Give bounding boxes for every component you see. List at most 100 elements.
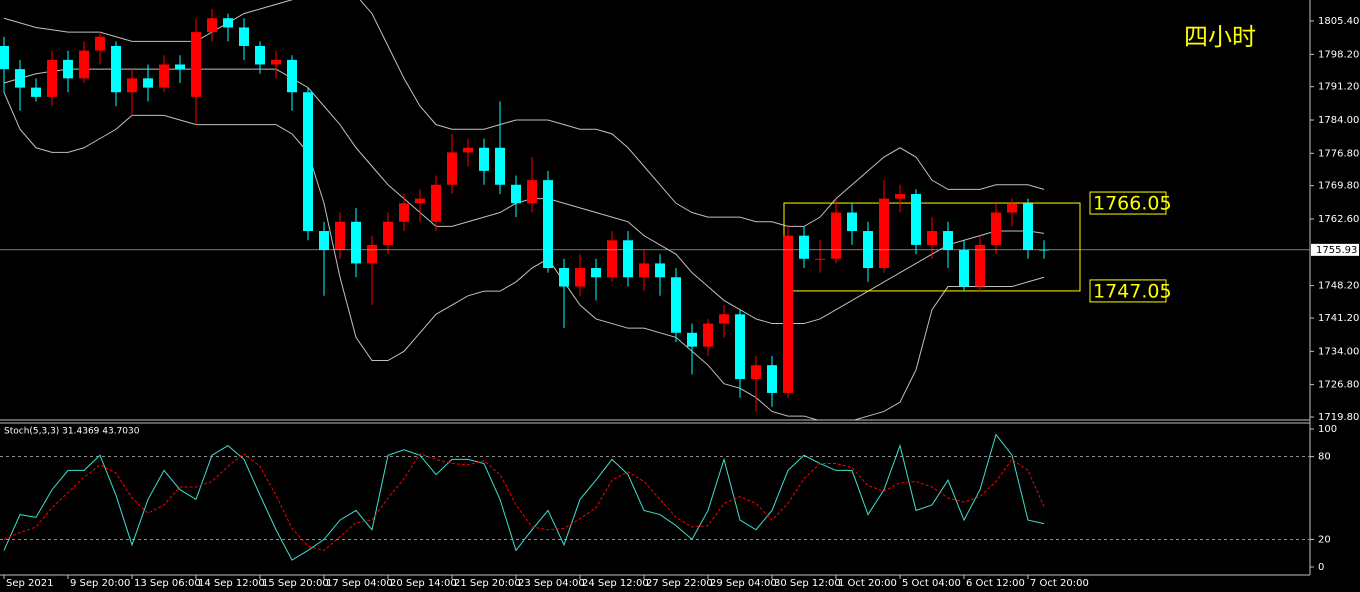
y-tick-label: 100 <box>1318 424 1337 435</box>
candle-body <box>1007 203 1017 213</box>
y-tick-label: 1805.40 <box>1318 16 1359 27</box>
candle-body <box>959 249 969 287</box>
candle-body <box>687 332 697 347</box>
candle-body <box>607 240 617 278</box>
line-series <box>3 68 1045 325</box>
current-price-label: 1755.93 <box>1316 245 1357 256</box>
candle-body <box>623 240 633 278</box>
y-tick-label: 1769.80 <box>1318 181 1359 192</box>
x-tick-label: 29 Sep 04:00 <box>710 578 777 589</box>
x-tick-label: 7 Oct 20:00 <box>1030 578 1089 589</box>
line-series <box>3 433 1045 561</box>
candle-body <box>351 221 361 264</box>
candle-body <box>879 198 889 269</box>
candle-body <box>1023 203 1033 250</box>
x-tick-label: 30 Sep 12:00 <box>774 578 841 589</box>
current-price-box <box>1311 243 1359 256</box>
y-tick-label: 1798.20 <box>1318 49 1359 60</box>
range-label: 1747.05 <box>1093 280 1172 302</box>
candle-body <box>335 221 345 250</box>
candle-body <box>223 18 233 28</box>
candle-body <box>655 263 665 278</box>
candle-body <box>479 147 489 171</box>
candle-body <box>399 203 409 222</box>
candle-body <box>639 263 649 278</box>
chart-title: 四小时 <box>1184 23 1256 51</box>
candle-body <box>511 184 521 204</box>
candle-body <box>847 212 857 232</box>
candle-body <box>287 59 297 93</box>
y-tick-label: 1784.00 <box>1318 115 1359 126</box>
line-series <box>3 92 1045 420</box>
x-tick-label: 5 Oct 04:00 <box>902 578 961 589</box>
candle-body <box>15 69 25 88</box>
candle-body <box>31 87 41 97</box>
candle-body <box>559 268 569 287</box>
y-tick-label: 1748.20 <box>1318 281 1359 292</box>
candle-body <box>527 180 537 204</box>
range-label: 1766.05 <box>1093 193 1172 215</box>
y-tick-label: 0 <box>1318 562 1324 573</box>
candle-body <box>63 59 73 79</box>
candle-body <box>0 45 9 70</box>
x-tick-label: 20 Sep 14:00 <box>390 578 457 589</box>
candle-body <box>911 194 921 245</box>
candle-body <box>447 152 457 185</box>
candle-body <box>463 147 473 153</box>
candle-body <box>735 314 745 380</box>
candle-body <box>415 198 425 204</box>
y-tick-label: 1741.20 <box>1318 313 1359 324</box>
candle-body <box>111 45 121 93</box>
candle-body <box>367 244 377 264</box>
line-series <box>3 453 1045 551</box>
candle-body <box>591 268 601 278</box>
candle-body <box>991 212 1001 245</box>
candle-body <box>175 64 185 70</box>
x-tick-label: 27 Sep 22:00 <box>646 578 713 589</box>
axes: 1805.40 1798.20 1791.20 1784.00 1776.80 1769.… <box>3 16 1359 589</box>
candle-body <box>671 277 681 333</box>
y-tick-label: 20 <box>1318 534 1331 545</box>
candle-body <box>543 180 553 269</box>
candle-body <box>47 59 57 97</box>
candle-body <box>895 194 905 199</box>
x-tick-label: 15 Sep 20:00 <box>262 578 329 589</box>
x-tick-label: 1 Oct 20:00 <box>838 578 897 589</box>
candle-body <box>319 231 329 250</box>
price-panel <box>0 0 1310 420</box>
candle-body <box>191 32 201 97</box>
candle-body <box>303 92 313 232</box>
candle-body <box>719 314 729 324</box>
line-series <box>3 0 1045 227</box>
y-tick-label: 1719.80 <box>1318 412 1359 423</box>
candle-body <box>159 64 169 88</box>
candle-body <box>863 231 873 269</box>
candle-body <box>207 18 217 33</box>
x-tick-label: 6 Oct 12:00 <box>966 578 1025 589</box>
candle-body <box>751 365 761 380</box>
candle-body <box>767 365 777 393</box>
candle-body <box>799 235 809 259</box>
candle-body <box>431 184 441 222</box>
candle-body <box>79 50 89 79</box>
x-tick-label: 14 Sep 12:00 <box>198 578 265 589</box>
candle-body <box>239 27 249 46</box>
stoch-panel <box>0 433 1310 561</box>
candle-body <box>495 147 505 185</box>
range-label-box <box>1089 279 1167 303</box>
candle-body <box>783 235 793 393</box>
candle-body <box>943 231 953 250</box>
y-tick-label: 1776.80 <box>1318 148 1359 159</box>
x-tick-label: 17 Sep 04:00 <box>326 578 393 589</box>
candle-body <box>927 231 937 245</box>
candle-body <box>975 244 985 287</box>
y-tick-label: 1762.60 <box>1318 214 1359 225</box>
candle-body <box>575 268 585 287</box>
y-tick-label: 1726.80 <box>1318 380 1359 391</box>
candle-body <box>127 78 137 93</box>
x-tick-label: Sep 2021 <box>6 578 53 589</box>
indicator-label: Stoch(5,3,3) 31.4369 43.7030 <box>4 427 140 437</box>
y-tick-label: 1734.00 <box>1318 346 1359 357</box>
